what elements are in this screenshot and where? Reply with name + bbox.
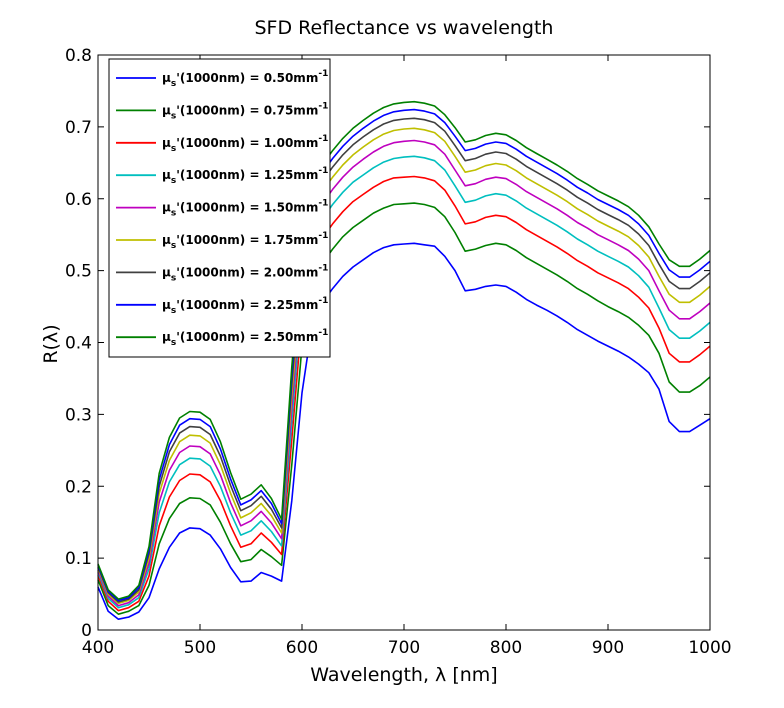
series-line-2 <box>97 202 711 615</box>
series-line-1 <box>97 242 711 620</box>
x-axis: 400 500 600 700 800 900 1000 <box>82 55 732 658</box>
y-tick-label: 0.4 <box>65 334 92 354</box>
y-tick-label: 0.2 <box>65 477 92 497</box>
series-line-3 <box>97 175 711 612</box>
y-tick-label: 0 <box>81 621 92 641</box>
legend-label-8: μs'(1000nm) = 2.25mm-1 <box>162 296 328 316</box>
legend-label-2: μs'(1000nm) = 0.75mm-1 <box>162 101 328 121</box>
y-tick-label: 0.6 <box>65 190 92 210</box>
legend-label-1: μs'(1000nm) = 0.50mm-1 <box>162 69 328 89</box>
legend-label-7: μs'(1000nm) = 2.00mm-1 <box>162 263 328 283</box>
x-tick-label: 700 <box>388 638 420 658</box>
series-line-7 <box>97 117 711 603</box>
x-tick-label: 400 <box>82 638 114 658</box>
legend-label-3: μs'(1000nm) = 1.00mm-1 <box>162 134 328 154</box>
plot-lines <box>97 100 711 620</box>
series-line-5 <box>97 139 711 607</box>
y-tick-label: 0.5 <box>65 262 92 282</box>
legend-label-4: μs'(1000nm) = 1.25mm-1 <box>162 166 328 186</box>
y-tick-label: 0.1 <box>65 549 92 569</box>
series-line-6 <box>97 127 711 605</box>
x-axis-label: Wavelength, λ [nm] <box>310 664 497 686</box>
y-tick-label: 0.8 <box>65 46 92 66</box>
x-tick-label: 800 <box>490 638 522 658</box>
x-tick-label: 500 <box>184 638 216 658</box>
series-line-9 <box>97 100 711 600</box>
legend: μs'(1000nm) = 0.50mm-1 μs'(1000nm) = 0.75… <box>108 58 331 358</box>
legend-label-9: μs'(1000nm) = 2.50mm-1 <box>162 328 328 348</box>
series-line-4 <box>97 155 711 609</box>
x-tick-label: 900 <box>592 638 624 658</box>
legend-label-6: μs'(1000nm) = 1.75mm-1 <box>162 231 328 251</box>
y-axis-label: R(λ) <box>40 324 62 363</box>
series-line-8 <box>97 108 711 602</box>
y-tick-label: 0.3 <box>65 405 92 425</box>
y-tick-label: 0.7 <box>65 118 92 138</box>
y-axis: 0 0.1 0.2 0.3 0.4 0.5 0.6 0.7 0.8 <box>65 46 710 641</box>
chart-title: SFD Reflectance vs wavelength <box>255 17 554 39</box>
x-tick-label: 1000 <box>688 638 731 658</box>
legend-label-5: μs'(1000nm) = 1.50mm-1 <box>162 199 328 219</box>
x-tick-label: 600 <box>286 638 318 658</box>
